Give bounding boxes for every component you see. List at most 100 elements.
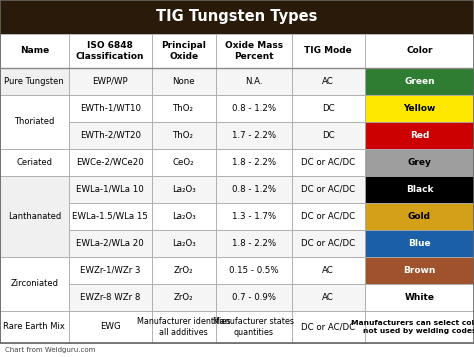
Text: 1.8 - 2.2%: 1.8 - 2.2% bbox=[231, 158, 276, 167]
Bar bbox=[292, 67, 365, 95]
Bar bbox=[152, 122, 216, 149]
Bar bbox=[216, 67, 292, 95]
Bar bbox=[365, 284, 474, 311]
Bar bbox=[292, 284, 365, 311]
Text: AC: AC bbox=[322, 77, 334, 86]
Bar bbox=[292, 203, 365, 230]
Text: DC: DC bbox=[322, 131, 335, 140]
Bar bbox=[292, 311, 365, 343]
Text: 0.7 - 0.9%: 0.7 - 0.9% bbox=[232, 293, 275, 302]
Bar bbox=[216, 311, 292, 343]
Text: Gold: Gold bbox=[408, 212, 431, 221]
Text: Brown: Brown bbox=[403, 266, 436, 275]
Bar bbox=[365, 230, 474, 257]
Text: CeO₂: CeO₂ bbox=[173, 158, 194, 167]
Text: EWCe-2/WCe20: EWCe-2/WCe20 bbox=[76, 158, 144, 167]
Bar bbox=[152, 284, 216, 311]
Text: Pure Tungsten: Pure Tungsten bbox=[4, 77, 64, 86]
Bar bbox=[0, 95, 69, 149]
Bar bbox=[152, 95, 216, 122]
Bar bbox=[292, 230, 365, 257]
Bar bbox=[152, 311, 216, 343]
Text: DC: DC bbox=[322, 104, 335, 112]
Text: ThO₂: ThO₂ bbox=[173, 131, 194, 140]
Text: DC or AC/DC: DC or AC/DC bbox=[301, 158, 356, 167]
Bar bbox=[152, 149, 216, 176]
Bar bbox=[69, 230, 152, 257]
Text: 1.7 - 2.2%: 1.7 - 2.2% bbox=[231, 131, 276, 140]
Text: Rare Earth Mix: Rare Earth Mix bbox=[3, 322, 65, 331]
Text: EWTh-1/WT10: EWTh-1/WT10 bbox=[80, 104, 141, 112]
Text: Blue: Blue bbox=[408, 239, 431, 248]
Text: 0.8 - 1.2%: 0.8 - 1.2% bbox=[231, 104, 276, 112]
Bar bbox=[365, 203, 474, 230]
Bar bbox=[152, 67, 216, 95]
Bar bbox=[69, 95, 152, 122]
Text: Zirconiated: Zirconiated bbox=[10, 279, 58, 288]
Text: Manufacturers can select colors
not used by welding codes: Manufacturers can select colors not used… bbox=[351, 320, 474, 333]
Text: ISO 6848
Classification: ISO 6848 Classification bbox=[76, 41, 145, 61]
Text: EWZr-1/WZr 3: EWZr-1/WZr 3 bbox=[80, 266, 140, 275]
Bar bbox=[292, 122, 365, 149]
Text: EWLa-1.5/WLa 15: EWLa-1.5/WLa 15 bbox=[72, 212, 148, 221]
Text: Principal
Oxide: Principal Oxide bbox=[161, 41, 206, 61]
Bar bbox=[216, 34, 292, 67]
Bar bbox=[69, 311, 152, 343]
Text: La₂O₃: La₂O₃ bbox=[172, 239, 196, 248]
Bar bbox=[365, 311, 474, 343]
Text: DC or AC/DC: DC or AC/DC bbox=[301, 239, 356, 248]
Text: Grey: Grey bbox=[408, 158, 431, 167]
Bar bbox=[69, 176, 152, 203]
Text: TIG Mode: TIG Mode bbox=[304, 46, 352, 55]
Text: AC: AC bbox=[322, 293, 334, 302]
Text: EWG: EWG bbox=[100, 322, 120, 331]
Text: La₂O₃: La₂O₃ bbox=[172, 185, 196, 194]
Bar bbox=[69, 34, 152, 67]
Text: Chart from Weldguru.com: Chart from Weldguru.com bbox=[5, 347, 95, 353]
Bar bbox=[216, 95, 292, 122]
Text: Oxide Mass
Percent: Oxide Mass Percent bbox=[225, 41, 283, 61]
Bar bbox=[216, 176, 292, 203]
Bar bbox=[292, 149, 365, 176]
Bar bbox=[216, 230, 292, 257]
Bar bbox=[216, 122, 292, 149]
Text: EWLa-1/WLa 10: EWLa-1/WLa 10 bbox=[76, 185, 144, 194]
Text: ThO₂: ThO₂ bbox=[173, 104, 194, 112]
Text: DC or AC/DC: DC or AC/DC bbox=[301, 322, 356, 331]
Text: Green: Green bbox=[404, 77, 435, 86]
Bar bbox=[365, 67, 474, 95]
Bar bbox=[292, 34, 365, 67]
Text: Lanthanated: Lanthanated bbox=[8, 212, 61, 221]
Text: Color: Color bbox=[406, 46, 433, 55]
Bar bbox=[0, 311, 69, 343]
Bar bbox=[0, 149, 69, 176]
Text: TIG Tungsten Types: TIG Tungsten Types bbox=[156, 9, 318, 24]
Bar bbox=[69, 203, 152, 230]
Bar bbox=[69, 284, 152, 311]
Text: N.A.: N.A. bbox=[245, 77, 262, 86]
Bar bbox=[69, 67, 152, 95]
Text: EWTh-2/WT20: EWTh-2/WT20 bbox=[80, 131, 141, 140]
Text: Thoriated: Thoriated bbox=[14, 117, 55, 126]
Text: Yellow: Yellow bbox=[403, 104, 436, 112]
Bar bbox=[365, 95, 474, 122]
Bar bbox=[152, 203, 216, 230]
Text: 1.8 - 2.2%: 1.8 - 2.2% bbox=[231, 239, 276, 248]
Text: 0.8 - 1.2%: 0.8 - 1.2% bbox=[231, 185, 276, 194]
Bar bbox=[216, 257, 292, 284]
Bar bbox=[152, 34, 216, 67]
Bar bbox=[69, 122, 152, 149]
Bar bbox=[0, 67, 69, 95]
Bar bbox=[0, 176, 69, 257]
Bar bbox=[216, 203, 292, 230]
Bar bbox=[216, 284, 292, 311]
Bar bbox=[152, 257, 216, 284]
Text: La₂O₃: La₂O₃ bbox=[172, 212, 196, 221]
Bar bbox=[365, 34, 474, 67]
Bar bbox=[0, 34, 69, 67]
Bar bbox=[69, 149, 152, 176]
Text: Manufacturer identifies
all additives: Manufacturer identifies all additives bbox=[137, 317, 230, 337]
Bar bbox=[152, 176, 216, 203]
Text: 1.3 - 1.7%: 1.3 - 1.7% bbox=[231, 212, 276, 221]
Text: Manufacturer states
quantities: Manufacturer states quantities bbox=[213, 317, 294, 337]
